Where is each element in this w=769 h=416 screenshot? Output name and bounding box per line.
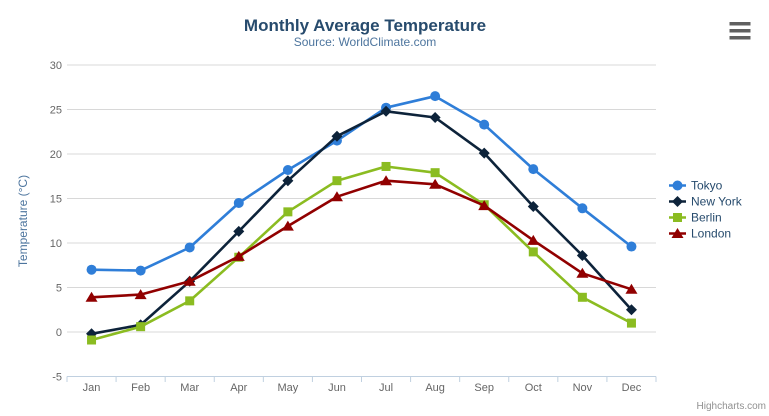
series-line-berlin: [90, 165, 633, 342]
data-point-berlin[interactable]: [381, 161, 391, 171]
data-point-berlin[interactable]: [626, 318, 636, 328]
x-axis-tick-label: Dec: [622, 382, 642, 394]
data-point-new-york[interactable]: [478, 147, 490, 159]
legend-label-london: London: [691, 227, 731, 241]
legend-marker-tokyo[interactable]: [672, 180, 683, 191]
series-line-new-york: [90, 110, 633, 336]
series-london: [85, 175, 638, 302]
highcharts-credit-link[interactable]: Highcharts.com: [697, 401, 766, 412]
data-point-new-york[interactable]: [331, 130, 343, 142]
series-tokyo: [86, 91, 637, 276]
x-axis-tick-label: Jan: [83, 382, 101, 394]
axis-labels: 30 25 20 15 10 5 0 -5 Jan Feb Mar Apr May Jun Jul Aug Se…: [50, 60, 642, 394]
data-point-tokyo[interactable]: [233, 197, 244, 208]
x-axis-tick-label: Oct: [525, 382, 542, 394]
data-point-tokyo[interactable]: [430, 91, 441, 102]
data-point-berlin[interactable]: [528, 247, 538, 257]
x-axis-tick-label: Jul: [379, 382, 393, 394]
legend-label-new-york: New York: [691, 195, 743, 209]
data-point-tokyo[interactable]: [184, 242, 195, 253]
data-point-tokyo[interactable]: [577, 203, 588, 214]
data-point-tokyo[interactable]: [528, 164, 539, 175]
y-axis-tick-label: 15: [50, 194, 62, 206]
data-point-tokyo[interactable]: [282, 165, 293, 176]
x-axis-tick-label: Nov: [573, 382, 593, 394]
y-axis-tick-label: 25: [50, 105, 62, 117]
data-point-berlin[interactable]: [577, 292, 587, 302]
data-point-new-york[interactable]: [429, 112, 441, 124]
data-point-new-york[interactable]: [576, 249, 588, 261]
y-axis-tick-label: 30: [50, 60, 62, 72]
export-menu-button[interactable]: [729, 22, 751, 40]
data-point-new-york[interactable]: [625, 304, 637, 316]
x-axis-tick-label: Apr: [230, 382, 247, 394]
gridlines: [67, 64, 656, 377]
data-point-london[interactable]: [232, 250, 245, 261]
data-point-london[interactable]: [134, 289, 147, 300]
data-point-new-york[interactable]: [527, 201, 539, 213]
y-axis-tick-label: 5: [56, 283, 62, 295]
x-axis-tick-label: Aug: [425, 382, 445, 394]
data-point-london[interactable]: [478, 200, 491, 211]
legend: Tokyo New York Berlin London: [669, 179, 743, 241]
x-axis-tick-label: Jun: [328, 382, 346, 394]
chart-title: Monthly Average Temperature: [244, 16, 486, 35]
legend-item-london[interactable]: London: [669, 227, 731, 241]
y-axis-tick-label: -5: [52, 372, 62, 384]
legend-item-new-york[interactable]: New York: [669, 195, 743, 209]
legend-label-berlin: Berlin: [691, 211, 722, 225]
data-point-london[interactable]: [380, 175, 393, 186]
yaxis-title: Temperature (°C): [16, 175, 30, 267]
data-point-london[interactable]: [625, 283, 638, 294]
data-point-tokyo[interactable]: [135, 265, 146, 276]
hamburger-icon: [729, 22, 751, 40]
data-point-london[interactable]: [281, 220, 294, 231]
data-point-berlin[interactable]: [87, 335, 97, 345]
data-point-tokyo[interactable]: [86, 264, 97, 275]
data-point-new-york[interactable]: [282, 175, 294, 187]
data-point-london[interactable]: [429, 178, 442, 189]
legend-item-berlin[interactable]: Berlin: [669, 211, 722, 225]
x-axis-tick-label: Mar: [180, 382, 199, 394]
data-point-london[interactable]: [330, 191, 343, 202]
data-point-tokyo[interactable]: [479, 119, 490, 130]
data-point-berlin[interactable]: [136, 322, 146, 332]
y-axis-tick-label: 10: [50, 238, 62, 250]
axes: [66, 376, 657, 382]
y-axis-tick-label: 0: [56, 327, 62, 339]
series-group: [85, 91, 638, 345]
legend-marker-new-york[interactable]: [672, 196, 683, 207]
legend-item-tokyo[interactable]: Tokyo: [669, 179, 723, 193]
data-point-london[interactable]: [85, 291, 98, 302]
data-point-berlin[interactable]: [283, 207, 293, 217]
data-point-new-york[interactable]: [233, 225, 245, 237]
data-point-london[interactable]: [527, 234, 540, 245]
data-point-berlin[interactable]: [430, 168, 440, 178]
y-axis-tick-label: 20: [50, 149, 62, 161]
data-point-berlin[interactable]: [185, 296, 195, 306]
data-point-tokyo[interactable]: [626, 241, 637, 252]
x-axis-tick-label: Feb: [131, 382, 150, 394]
data-point-london[interactable]: [183, 275, 196, 286]
data-point-berlin[interactable]: [332, 176, 342, 186]
data-point-london[interactable]: [576, 267, 589, 278]
chart-subtitle: Source: WorldClimate.com: [294, 35, 437, 49]
data-point-new-york[interactable]: [380, 105, 392, 117]
legend-marker-london[interactable]: [671, 228, 684, 238]
x-axis-tick-label: Sep: [474, 382, 494, 394]
series-line-london: [90, 179, 633, 299]
legend-marker-berlin[interactable]: [673, 213, 682, 222]
x-axis-tick-label: May: [277, 382, 298, 394]
series-new-york: [86, 105, 637, 340]
legend-label-tokyo: Tokyo: [691, 179, 723, 193]
